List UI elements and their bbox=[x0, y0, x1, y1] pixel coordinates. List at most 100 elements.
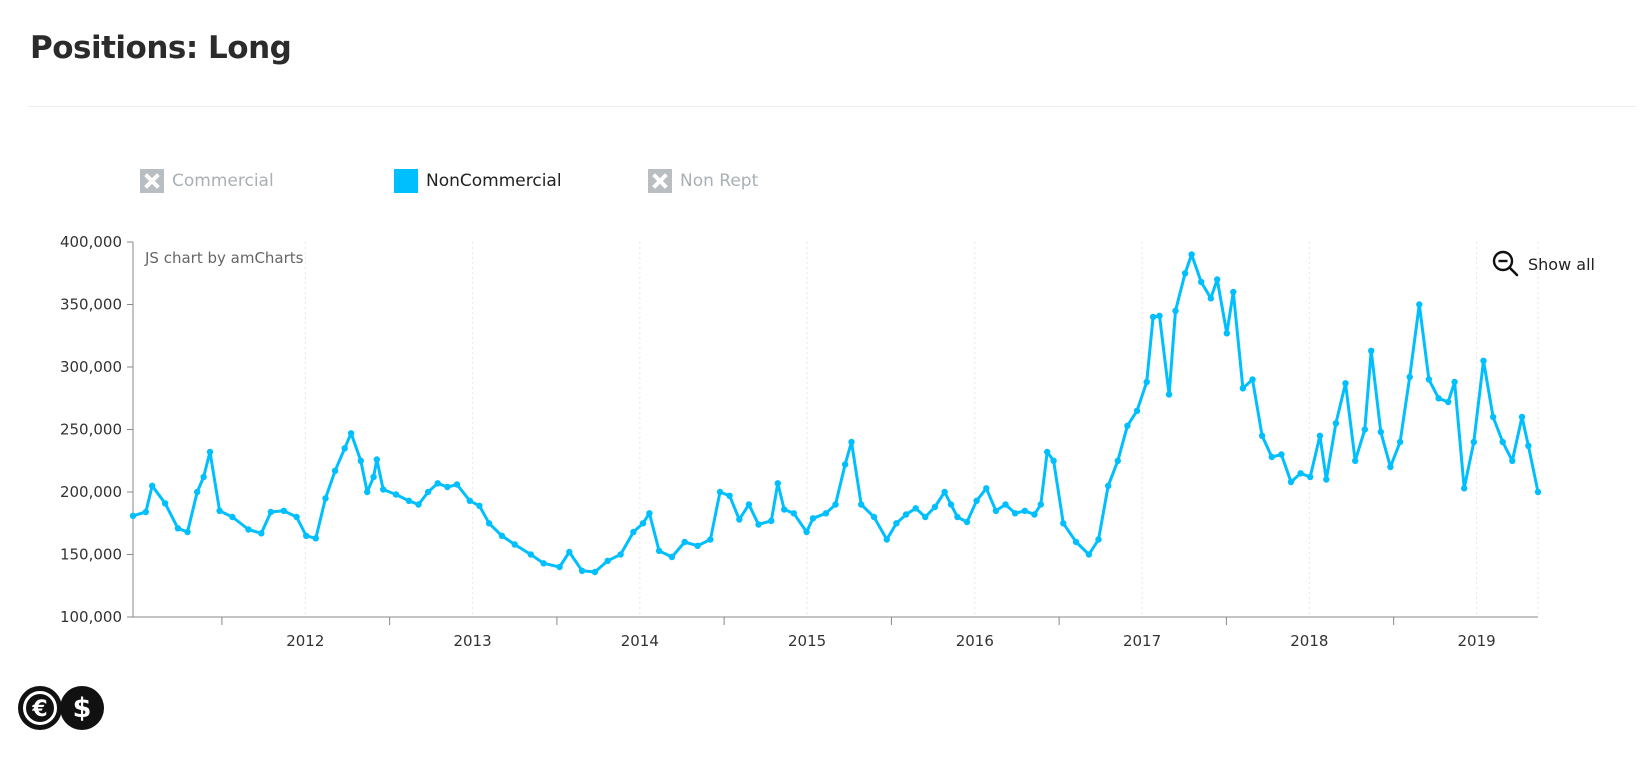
data-point bbox=[1470, 438, 1478, 446]
data-point bbox=[1095, 536, 1102, 543]
data-point bbox=[790, 510, 797, 517]
series-line bbox=[131, 253, 1540, 574]
data-point bbox=[184, 528, 191, 536]
data-point bbox=[809, 515, 817, 522]
data-point bbox=[1416, 301, 1423, 308]
data-point bbox=[161, 500, 169, 507]
data-point bbox=[1323, 476, 1330, 483]
data-point bbox=[1223, 330, 1231, 337]
data-point bbox=[444, 483, 451, 491]
data-point bbox=[646, 510, 653, 517]
show-all-label: Show all bbox=[1528, 254, 1595, 274]
legend-label: Commercial bbox=[172, 171, 274, 191]
data-point bbox=[841, 461, 849, 468]
data-point bbox=[566, 548, 573, 556]
svg-text:$: $ bbox=[73, 693, 92, 724]
data-point bbox=[245, 526, 252, 533]
legend-item-commercial[interactable]: Commercial bbox=[140, 169, 274, 193]
svg-text:€: € bbox=[31, 697, 47, 722]
data-point bbox=[1332, 420, 1340, 427]
data-point bbox=[1133, 407, 1141, 414]
data-point bbox=[604, 557, 611, 564]
legend-item-noncommercial[interactable]: NonCommercial bbox=[394, 169, 562, 193]
data-point bbox=[774, 480, 781, 487]
data-point bbox=[540, 560, 547, 567]
data-point bbox=[883, 536, 890, 543]
legend-swatch-icon bbox=[394, 169, 418, 193]
data-point bbox=[694, 542, 701, 549]
y-tick-label: 150,000 bbox=[60, 546, 122, 564]
data-point bbox=[870, 513, 878, 521]
data-point bbox=[630, 528, 637, 536]
data-point bbox=[726, 492, 733, 499]
data-point bbox=[755, 521, 762, 528]
data-point bbox=[476, 502, 483, 509]
data-point bbox=[822, 510, 830, 517]
data-point bbox=[341, 445, 348, 452]
data-point bbox=[258, 530, 265, 537]
data-point bbox=[453, 481, 461, 488]
data-point bbox=[639, 520, 647, 527]
data-point bbox=[1499, 438, 1506, 446]
chart-credit[interactable]: JS chart by amCharts bbox=[144, 249, 304, 267]
data-point bbox=[498, 532, 506, 539]
data-point bbox=[424, 488, 432, 496]
data-point bbox=[745, 501, 753, 508]
data-point bbox=[848, 438, 855, 446]
data-point bbox=[1214, 276, 1221, 283]
data-point bbox=[129, 512, 137, 519]
data-point bbox=[1342, 380, 1349, 387]
data-point bbox=[1105, 482, 1112, 489]
data-point bbox=[364, 488, 371, 496]
data-point bbox=[1198, 278, 1205, 286]
data-point bbox=[1518, 413, 1526, 421]
data-point bbox=[511, 541, 518, 548]
data-point bbox=[947, 501, 955, 508]
chart-axes: 400,000 350,000 300,000 250,000 200,000 150,0… bbox=[60, 233, 1538, 650]
data-point bbox=[373, 456, 380, 463]
data-point bbox=[983, 485, 990, 492]
data-point bbox=[922, 513, 929, 521]
show-all-button[interactable]: Show all bbox=[1492, 250, 1595, 278]
data-point bbox=[331, 467, 339, 474]
euro-dollar-logo: € $ bbox=[18, 686, 104, 730]
data-point bbox=[1085, 551, 1093, 558]
data-point bbox=[1165, 391, 1173, 398]
data-point bbox=[267, 508, 275, 516]
page-title: Positions: Long bbox=[30, 30, 292, 66]
data-point bbox=[1149, 313, 1157, 321]
data-point bbox=[216, 507, 223, 514]
data-point bbox=[803, 528, 810, 536]
title-divider bbox=[28, 106, 1636, 107]
data-point bbox=[1445, 398, 1452, 406]
data-point bbox=[617, 551, 624, 558]
series-noncommercial bbox=[129, 251, 1542, 576]
data-point bbox=[1031, 511, 1038, 518]
data-point bbox=[322, 495, 329, 502]
data-point bbox=[1435, 395, 1442, 402]
data-point bbox=[466, 497, 473, 504]
data-point bbox=[1188, 251, 1195, 258]
data-point bbox=[357, 457, 364, 464]
x-tick-label: 2016 bbox=[956, 632, 994, 650]
data-point bbox=[1207, 295, 1215, 302]
data-point bbox=[893, 520, 900, 527]
legend-toggle-off-icon bbox=[140, 169, 164, 193]
legend-label: NonCommercial bbox=[426, 171, 562, 191]
x-tick-label: 2013 bbox=[453, 632, 491, 650]
data-point bbox=[591, 568, 599, 576]
data-point bbox=[392, 491, 400, 498]
data-point bbox=[380, 486, 387, 493]
x-tick-label: 2017 bbox=[1123, 632, 1161, 650]
data-point bbox=[303, 532, 310, 539]
legend-item-non-rept[interactable]: Non Rept bbox=[648, 169, 758, 193]
data-point bbox=[954, 513, 961, 521]
data-point bbox=[1396, 438, 1404, 446]
data-point bbox=[973, 497, 980, 504]
data-point bbox=[405, 497, 413, 504]
data-point bbox=[1172, 307, 1179, 314]
data-point bbox=[681, 538, 688, 546]
data-point bbox=[1060, 520, 1067, 527]
data-point bbox=[768, 517, 775, 524]
